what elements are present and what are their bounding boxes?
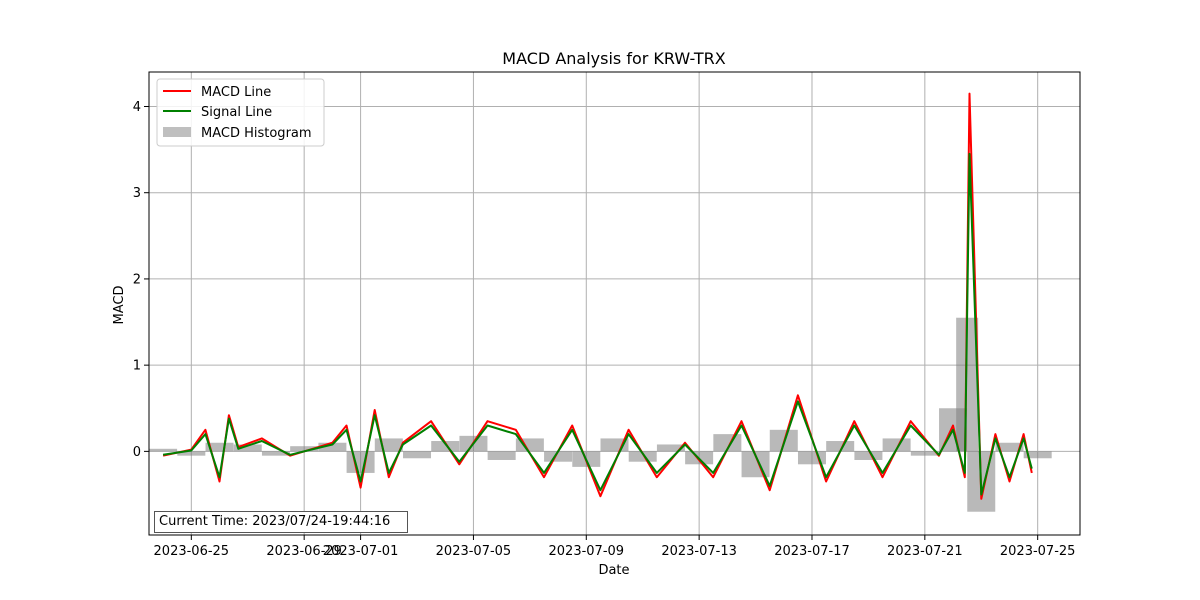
x-tick-label: 2023-06-29 <box>266 544 342 559</box>
histogram-bar <box>1023 451 1052 459</box>
x-tick-label: 2023-07-05 <box>436 544 512 559</box>
histogram-bar <box>544 451 573 462</box>
x-tick-label: 2023-07-25 <box>1000 544 1076 559</box>
x-tick-label: 2023-07-21 <box>887 544 963 559</box>
x-tick-label: 2023-07-17 <box>774 544 850 559</box>
x-tick-label: 2023-06-25 <box>154 544 230 559</box>
legend-box <box>156 78 325 147</box>
current-time-annotation: Current Time: 2023/07/24-19:44:16 <box>154 511 408 533</box>
histogram-bar <box>656 444 685 452</box>
histogram-bar <box>233 444 262 452</box>
x-tick-label: 2023-07-09 <box>549 544 625 559</box>
y-tick-label: 3 <box>133 186 141 201</box>
histogram-bar <box>854 451 883 460</box>
series-lines <box>162 92 1033 500</box>
histogram-bar <box>431 441 460 452</box>
x-tick-label: 2023-07-01 <box>323 544 399 559</box>
x-tick-label: 2023-07-13 <box>661 544 737 559</box>
histogram-bar <box>261 451 290 456</box>
histogram-bar <box>205 442 234 452</box>
histogram-bar <box>995 442 1024 452</box>
histogram-bar <box>956 317 979 452</box>
histogram-bar <box>374 438 403 452</box>
signal-line <box>162 152 1033 496</box>
histogram-bar <box>487 451 516 460</box>
plot-frame <box>148 71 1081 536</box>
histogram-bar <box>149 448 178 452</box>
histogram-bar <box>403 451 432 459</box>
y-tick-label: 2 <box>133 272 141 287</box>
legend-signal-line-label: Signal Line <box>201 105 272 120</box>
legend-histogram-swatch <box>163 127 191 137</box>
legend-macd-line-label: MACD Line <box>201 85 271 100</box>
histogram-bar <box>910 451 939 456</box>
histogram-bar <box>628 451 657 462</box>
y-tick-label: 0 <box>133 445 141 460</box>
histogram-bar <box>177 451 206 456</box>
histogram-bar <box>290 446 319 452</box>
y-tick-label: 4 <box>133 100 141 115</box>
y-axis-label: MACD <box>112 286 127 325</box>
histogram-bar <box>318 442 347 452</box>
x-axis-label: Date <box>598 563 629 578</box>
histogram-bar <box>826 441 855 452</box>
legend: MACD Line Signal Line MACD Histogram <box>156 78 325 147</box>
legend-histogram-label: MACD Histogram <box>201 126 312 141</box>
chart-title: MACD Analysis for KRW-TRX <box>502 49 725 68</box>
histogram-bar <box>346 451 375 473</box>
histogram-bar <box>882 438 911 452</box>
y-tick-label: 1 <box>133 359 141 374</box>
histogram-bar <box>797 451 826 465</box>
y-axis-ticks: 0 1 2 3 4 <box>133 100 149 460</box>
